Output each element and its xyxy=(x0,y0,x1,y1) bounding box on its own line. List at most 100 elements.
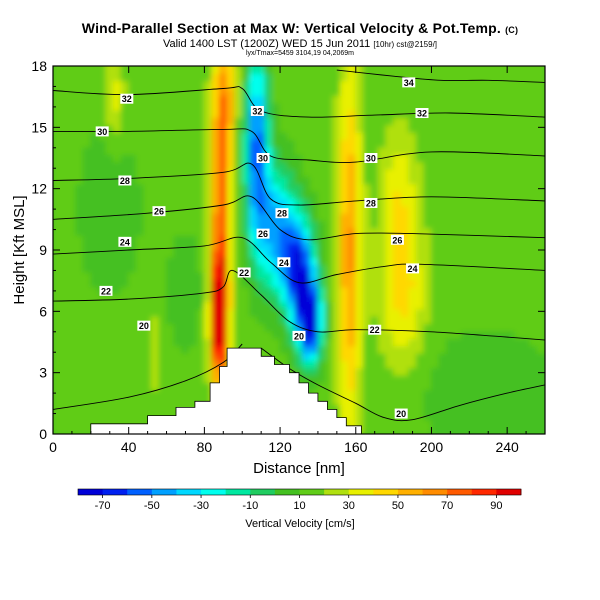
velocity-cell xyxy=(324,139,334,148)
velocity-cell xyxy=(211,205,221,214)
velocity-cell xyxy=(256,278,266,288)
velocity-cell xyxy=(370,161,379,170)
velocity-cell xyxy=(241,212,251,222)
velocity-cell xyxy=(415,330,425,339)
velocity-cell xyxy=(279,359,289,369)
velocity-cell xyxy=(113,66,122,74)
velocity-cell xyxy=(143,87,152,96)
velocity-cell xyxy=(514,205,523,214)
velocity-cell xyxy=(302,66,311,67)
velocity-cell xyxy=(294,286,304,295)
velocity-cell xyxy=(377,264,387,273)
velocity-cell xyxy=(279,249,289,258)
x-axis-label: Distance [nm] xyxy=(253,460,345,477)
velocity-cell xyxy=(362,205,372,214)
velocity-cell xyxy=(317,87,326,96)
velocity-cell xyxy=(188,323,198,332)
velocity-cell xyxy=(393,286,402,295)
velocity-cell xyxy=(60,146,69,155)
velocity-cell xyxy=(90,139,99,148)
velocity-cell xyxy=(468,190,478,199)
velocity-cell xyxy=(294,249,304,258)
velocity-cell xyxy=(113,301,122,310)
velocity-cell xyxy=(226,212,236,222)
velocity-cell xyxy=(468,389,478,398)
velocity-cell xyxy=(188,168,198,177)
velocity-cell xyxy=(143,330,152,339)
velocity-cell xyxy=(430,161,440,170)
velocity-cell xyxy=(499,205,508,214)
velocity-cell xyxy=(302,72,311,82)
velocity-cell xyxy=(377,345,387,354)
velocity-cell xyxy=(385,227,395,236)
velocity-cell xyxy=(181,264,190,273)
velocity-cell xyxy=(347,301,357,310)
velocity-cell xyxy=(491,308,501,317)
velocity-cell xyxy=(75,190,84,199)
velocity-cell xyxy=(272,256,281,266)
velocity-cell xyxy=(393,256,402,266)
isentrope-label-bg xyxy=(415,108,429,119)
velocity-cell xyxy=(241,242,251,251)
velocity-cell xyxy=(521,205,531,214)
velocity-cell xyxy=(468,404,478,413)
velocity-cell xyxy=(113,153,122,163)
velocity-cell xyxy=(158,197,168,207)
velocity-cell xyxy=(317,308,326,317)
velocity-cell xyxy=(461,139,470,148)
velocity-cell xyxy=(105,242,115,251)
velocity-cell xyxy=(287,359,296,369)
velocity-cell xyxy=(415,234,425,244)
velocity-cell xyxy=(362,87,372,96)
velocity-cell xyxy=(135,374,145,383)
velocity-cell xyxy=(483,278,493,288)
velocity-cell xyxy=(430,381,440,391)
velocity-cell xyxy=(302,345,311,354)
velocity-cell xyxy=(324,72,334,82)
velocity-cell xyxy=(166,80,175,89)
velocity-cell xyxy=(499,315,508,325)
velocity-cell xyxy=(82,381,92,391)
velocity-cell xyxy=(430,197,440,207)
velocity-cell xyxy=(113,315,122,325)
velocity-cell xyxy=(128,404,137,413)
velocity-cell xyxy=(166,183,175,192)
velocity-cell xyxy=(105,271,115,280)
velocity-cell xyxy=(97,337,107,347)
velocity-cell xyxy=(499,426,508,434)
velocity-cell xyxy=(317,66,326,67)
velocity-cell xyxy=(173,352,183,361)
velocity-cell xyxy=(385,323,395,332)
velocity-cell xyxy=(135,220,145,229)
velocity-cell xyxy=(256,293,266,303)
velocity-cell xyxy=(377,330,387,339)
velocity-cell xyxy=(105,220,115,229)
velocity-cell xyxy=(166,404,175,413)
velocity-cell xyxy=(135,94,145,104)
velocity-cell xyxy=(158,102,168,111)
velocity-cell xyxy=(499,418,508,428)
velocity-cell xyxy=(309,72,319,82)
velocity-cell xyxy=(256,131,266,141)
velocity-cell xyxy=(340,175,349,185)
velocity-cell xyxy=(408,396,417,406)
velocity-cell xyxy=(499,66,508,67)
velocity-cell xyxy=(377,315,387,325)
velocity-cell xyxy=(536,242,545,251)
velocity-cell xyxy=(75,234,84,244)
velocity-cell xyxy=(241,323,251,332)
velocity-cell xyxy=(272,249,281,258)
velocity-cell xyxy=(97,330,107,339)
velocity-cell xyxy=(377,389,387,398)
velocity-cell xyxy=(355,308,364,317)
velocity-cell xyxy=(75,389,84,398)
velocity-cell xyxy=(476,161,485,170)
velocity-cell xyxy=(150,161,160,170)
velocity-cell xyxy=(355,139,364,148)
velocity-cell xyxy=(150,102,160,111)
velocity-cell xyxy=(370,234,379,244)
velocity-cell xyxy=(60,109,69,119)
velocity-cell xyxy=(423,337,432,347)
velocity-cell xyxy=(188,286,198,295)
velocity-cell xyxy=(355,197,364,207)
